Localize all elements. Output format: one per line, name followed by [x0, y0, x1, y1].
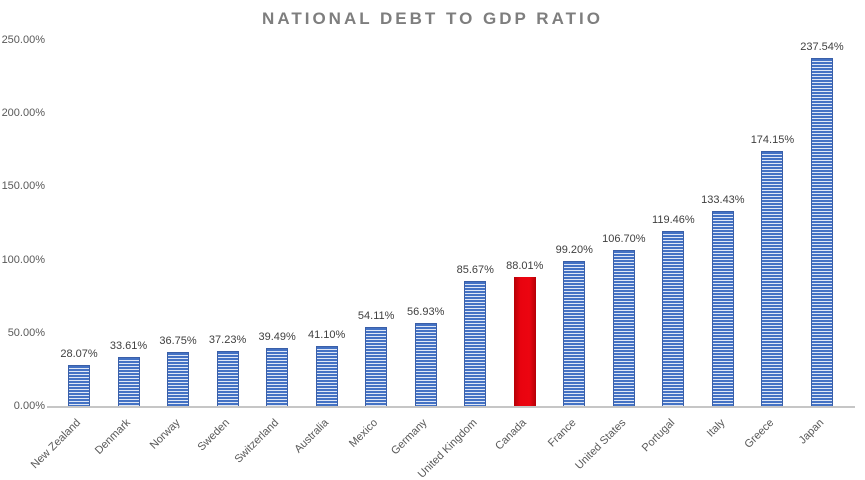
bar-value-label-new-zealand: 28.07%	[60, 347, 98, 360]
bar-value-label-australia: 41.10%	[307, 328, 346, 341]
y-axis-tick-label: 0.00%	[13, 400, 45, 412]
x-axis-label-mexico: Mexico	[347, 416, 381, 450]
bar-value-label-germany: 56.93%	[407, 305, 445, 318]
bar-value-label-portugal: 119.46%	[652, 214, 695, 227]
bar-united-kingdom	[464, 280, 487, 406]
bar-value-label-denmark: 33.61%	[109, 339, 148, 352]
bar-denmark	[117, 356, 140, 406]
bar-new-zealand	[68, 364, 90, 406]
bar-value-label-canada: 88.01%	[506, 260, 544, 273]
x-axis-label-denmark: Denmark	[92, 416, 133, 457]
x-axis-label-norway: Norway	[147, 416, 183, 452]
x-axis-label-italy: Italy	[704, 416, 728, 440]
y-axis-tick-label: 150.00%	[1, 180, 45, 193]
bar-value-label-united-kingdom: 85.67%	[456, 263, 494, 276]
bar-mexico	[365, 326, 388, 406]
x-axis-label-sweden: Sweden	[195, 416, 232, 454]
bar-value-label-italy: 133.43%	[701, 193, 745, 206]
bar-france	[563, 260, 586, 406]
bar-italy	[711, 210, 734, 406]
bar-germany	[414, 322, 437, 406]
chart-title: NATIONAL DEBT TO GDP RATIO	[262, 9, 603, 28]
bar-greece	[761, 151, 784, 406]
bar-value-label-greece: 174.15%	[750, 134, 795, 147]
x-axis-line	[47, 406, 855, 408]
bar-value-label-japan: 237.54%	[800, 41, 844, 54]
bar-value-label-sweden: 37.23%	[208, 334, 247, 347]
bar-value-label-united-states: 106.70%	[602, 232, 646, 245]
bar-united-states	[612, 249, 635, 406]
x-axis-label-portugal: Portugal	[640, 416, 678, 455]
x-axis-label-switzerland: Switzerland	[232, 416, 282, 466]
bar-norway	[167, 352, 190, 406]
bar-value-label-switzerland: 39.49%	[258, 331, 296, 344]
x-axis-label-japan: Japan	[796, 416, 827, 447]
bar-japan	[810, 58, 833, 406]
x-axis-label-australia: Australia	[292, 416, 331, 456]
x-axis-label-new-zealand: New Zealand	[28, 416, 84, 472]
bar-australia	[315, 345, 338, 406]
bar-canada	[513, 277, 536, 406]
x-axis-label-france: France	[545, 416, 579, 450]
x-axis-label-canada: Canada	[493, 416, 530, 453]
bar-value-label-france: 99.20%	[555, 243, 593, 256]
x-axis-label-greece: Greece	[742, 416, 777, 451]
y-axis-tick-label: 250.00%	[1, 34, 45, 46]
x-axis-label-united-states: United States	[572, 416, 629, 472]
y-axis-tick-label: 200.00%	[1, 107, 45, 120]
x-axis-label-germany: Germany	[389, 416, 430, 458]
y-axis-tick-label: 100.00%	[1, 253, 45, 266]
y-axis-tick-label: 50.00%	[7, 326, 45, 339]
bar-value-label-norway: 36.75%	[159, 335, 197, 348]
bar-sweden	[216, 351, 239, 406]
bar-switzerland	[266, 348, 289, 406]
bar-portugal	[662, 231, 685, 406]
bar-value-label-mexico: 54.11%	[357, 309, 395, 322]
